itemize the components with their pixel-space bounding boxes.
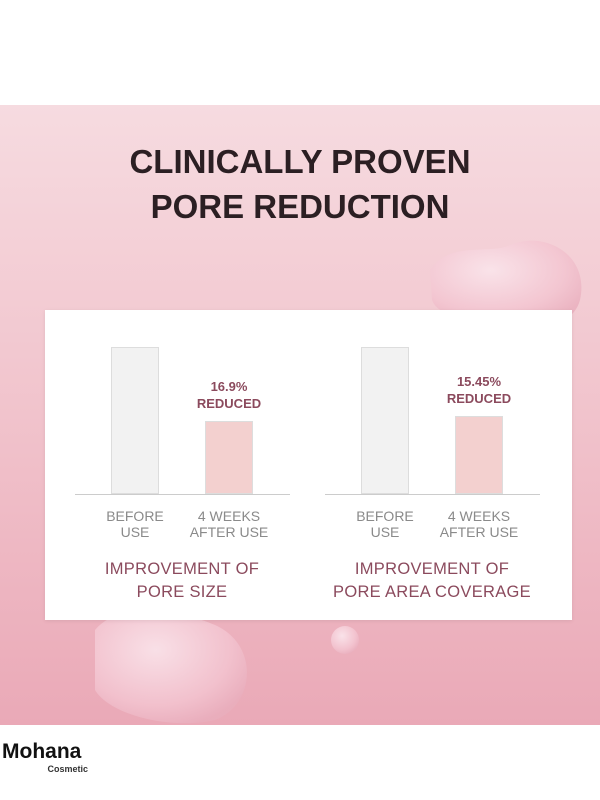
bar	[361, 347, 409, 494]
title-line: PORE REDUCTION	[150, 188, 450, 225]
title-line: CLINICALLY PROVEN	[129, 143, 471, 180]
x-tick-label: BEFORE USE	[106, 508, 164, 540]
annotation: REDUCED	[446, 391, 512, 407]
brand: Mohana Cosmetic	[0, 740, 88, 774]
x-tick-label: 4 WEEKS AFTER USE	[439, 508, 519, 540]
brand-name: Mohana	[2, 740, 82, 763]
x-tick-label: 4 WEEKS AFTER USE	[189, 508, 269, 540]
baseline	[325, 494, 540, 495]
chart-title: IMPROVEMENT OF	[104, 560, 260, 578]
bar	[111, 347, 159, 494]
chart-title: IMPROVEMENT OF	[354, 560, 510, 578]
annotation: 15.45%	[456, 374, 502, 390]
annotation: 16.9%	[210, 378, 248, 394]
chart-card: BEFORE USE 4 WEEKS AFTER USE 16.9% REDUCED I…	[45, 310, 572, 620]
chart: BEFORE USE 4 WEEKS AFTER USE 15.45% REDUCED…	[295, 310, 570, 620]
bar	[455, 416, 503, 494]
baseline	[75, 494, 290, 495]
brand-tagline: Cosmetic	[47, 764, 88, 774]
annotation: REDUCED	[196, 395, 262, 411]
chart-title: PORE SIZE	[136, 583, 228, 601]
chart: BEFORE USE 4 WEEKS AFTER USE 16.9% REDUCED I…	[45, 310, 320, 620]
chart-title: PORE AREA COVERAGE	[333, 583, 531, 601]
x-tick-label: BEFORE USE	[356, 508, 414, 540]
bar	[205, 420, 253, 494]
